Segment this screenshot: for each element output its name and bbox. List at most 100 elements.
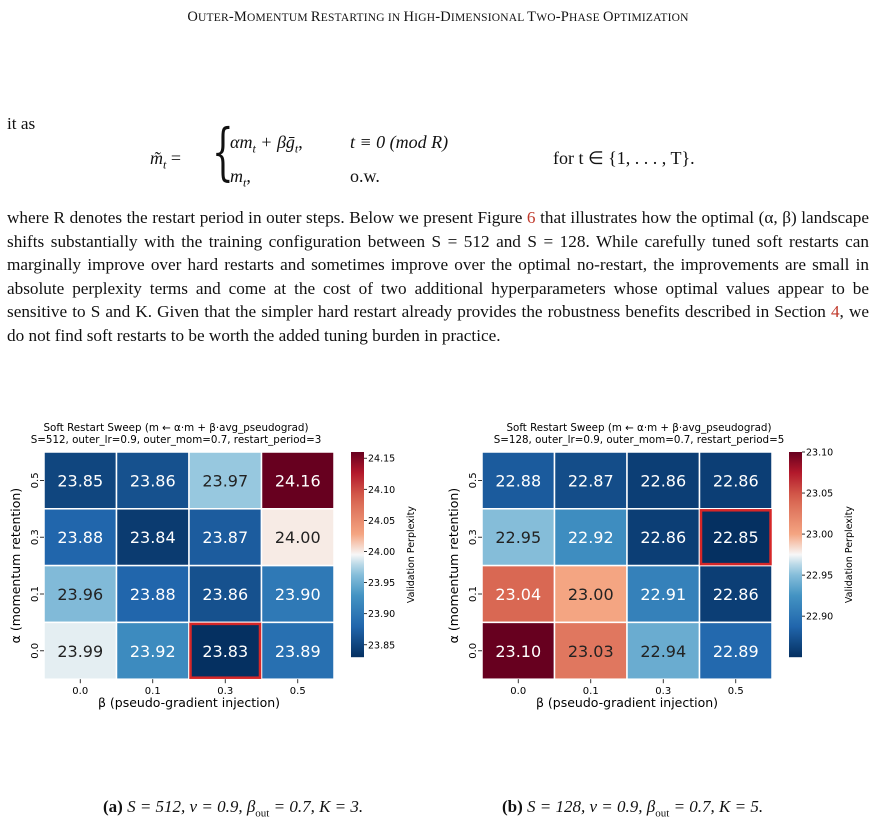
colorbar-tick-label: 24.10 <box>368 485 395 496</box>
cell-value: 22.91 <box>640 585 686 604</box>
equation-case-1: αmt + βḡt, <box>230 132 303 156</box>
equation-case-2: mt, <box>230 166 251 190</box>
lead-text: it as <box>7 114 36 133</box>
cell-value: 22.86 <box>640 471 686 490</box>
y-tick-label: 0.5 <box>468 472 479 488</box>
heatmap-cell <box>626 508 701 567</box>
y-tick-label: 0.0 <box>30 643 41 659</box>
cell-value: 23.85 <box>57 471 103 490</box>
colorbar <box>351 452 364 658</box>
heatmap-cell <box>481 564 556 624</box>
cell-value: 23.88 <box>130 585 176 604</box>
equation-cond-1: t ≡ 0 (mod R) <box>350 132 449 152</box>
cell-value: 23.88 <box>57 528 103 547</box>
cell-value: 22.94 <box>640 642 686 661</box>
colorbar-tick-label: 22.95 <box>806 571 833 582</box>
figure-ref-link[interactable]: 6 <box>526 208 536 227</box>
section-ref-link[interactable]: 4 <box>830 302 840 322</box>
heatmap-cell <box>553 451 628 510</box>
heatmap-cell <box>698 451 773 510</box>
x-axis-label: β (pseudo-gradient injection) <box>98 695 280 710</box>
heatmap-cell <box>553 564 628 624</box>
cell-value: 22.87 <box>568 471 614 490</box>
y-tick-label: 0.5 <box>30 472 41 488</box>
heatmap-cell <box>626 621 701 680</box>
cell-value: 23.03 <box>568 642 614 661</box>
heatmap-cell <box>188 564 263 624</box>
cell-value: 23.00 <box>568 585 614 604</box>
heatmap-cell <box>188 508 263 567</box>
cell-value: 23.84 <box>130 528 176 547</box>
heatmap-cell <box>260 451 335 510</box>
cell-value: 24.00 <box>275 528 321 547</box>
cell-value: 23.99 <box>57 642 103 661</box>
cell-value: 22.86 <box>713 471 759 490</box>
running-header: OUTER-MOMENTUM RESTARTING IN HIGH-DIMENS… <box>187 9 689 25</box>
y-axis-label: α (momentum retention) <box>446 488 461 644</box>
equation-lhs: m̃t = <box>150 148 181 172</box>
colorbar-tick-label: 23.00 <box>806 530 833 541</box>
y-tick-label: 0.0 <box>468 643 479 659</box>
best-cell-highlight <box>699 509 772 566</box>
figure-b-title: Soft Restart Sweep (m ← α·m + β·avg_pseu… <box>493 422 785 446</box>
heatmap-a: 23.85 23.86 23.97 24.16 23.88 23.84 23.87 24.00… <box>8 451 417 710</box>
cell-value: 23.10 <box>495 642 541 661</box>
colorbar-tick-label: 23.90 <box>368 609 395 620</box>
cell-value: 23.04 <box>495 585 541 604</box>
cell-value: 22.88 <box>495 471 541 490</box>
heatmap-cell <box>43 621 118 680</box>
heatmap-cell <box>626 564 701 624</box>
colorbar-tick-label: 23.10 <box>806 448 833 459</box>
heatmap-cell <box>698 621 773 680</box>
equation: m̃t = { αmt + βḡt, t ≡ 0 (mod R) mt, o.w… <box>150 121 750 200</box>
colorbar-tick-label: 23.85 <box>368 640 395 651</box>
caption-b: (b) S = 128, ν = 0.9, βout = 0.7, K = 5. <box>502 797 764 820</box>
equation-cond-2: o.w. <box>350 166 380 186</box>
heatmap-cell <box>260 508 335 567</box>
colorbar <box>789 452 802 658</box>
heatmap-b: 22.88 22.87 22.86 22.86 22.95 22.92 22.86 22.85… <box>446 448 855 710</box>
x-tick-label: 0.1 <box>583 686 599 697</box>
colorbar-tick-label: 24.05 <box>368 516 395 527</box>
x-tick-label: 0.1 <box>145 686 161 697</box>
colorbar-tick-label: 24.00 <box>368 547 395 558</box>
x-tick-label: 0.3 <box>217 686 233 697</box>
best-cell-highlight <box>189 622 262 679</box>
cell-value: 23.89 <box>275 642 321 661</box>
body-paragraph: where R denotes the restart period in ou… <box>7 208 869 345</box>
caption-a: (a) S = 512, ν = 0.9, βout = 0.7, K = 3. <box>103 797 364 820</box>
cell-value: 23.83 <box>202 642 248 661</box>
x-tick-label: 0.0 <box>72 686 88 697</box>
cell-value: 23.96 <box>57 585 103 604</box>
x-axis-label: β (pseudo-gradient injection) <box>536 695 718 710</box>
colorbar-tick-label: 23.05 <box>806 489 833 500</box>
colorbar-label: Validation Perplexity <box>844 506 855 603</box>
cell-value: 23.97 <box>202 471 248 490</box>
cell-value: 24.16 <box>275 471 321 490</box>
y-tick-label: 0.1 <box>468 586 479 602</box>
cell-value: 23.86 <box>130 471 176 490</box>
colorbar-tick-label: 22.90 <box>806 612 833 623</box>
heatmap-cell <box>188 621 263 680</box>
heatmap-cell <box>626 451 701 510</box>
figure-a-title: Soft Restart Sweep (m ← α·m + β·avg_pseu… <box>30 422 322 446</box>
cell-value: 22.85 <box>713 528 759 547</box>
y-tick-label: 0.1 <box>30 586 41 602</box>
colorbar-tick-label: 24.15 <box>368 454 395 465</box>
y-tick-label: 0.3 <box>468 529 479 545</box>
cell-value: 22.95 <box>495 528 541 547</box>
heatmap-cell <box>260 564 335 624</box>
colorbar-label: Validation Perplexity <box>406 506 417 603</box>
x-tick-label: 0.5 <box>728 686 744 697</box>
heatmap-cell <box>43 564 118 624</box>
heatmap-cell <box>115 508 190 567</box>
cell-value: 22.86 <box>640 528 686 547</box>
heatmap-cell <box>698 564 773 624</box>
heatmap-cell <box>260 621 335 680</box>
cell-value: 23.92 <box>130 642 176 661</box>
cell-value: 23.87 <box>202 528 248 547</box>
cell-value: 23.90 <box>275 585 321 604</box>
y-tick-label: 0.3 <box>30 529 41 545</box>
equation-domain: for t ∈ {1, . . . , T}. <box>553 148 695 168</box>
colorbar-tick-label: 23.95 <box>368 578 395 589</box>
